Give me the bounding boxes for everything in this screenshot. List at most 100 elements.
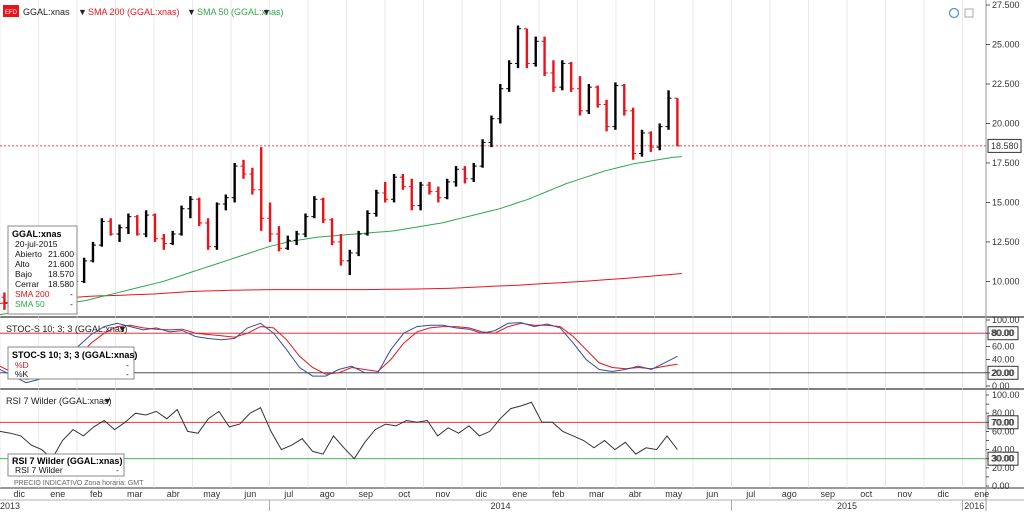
ohlc-bar — [453, 166, 460, 187]
ohlc-bar — [559, 60, 566, 91]
sma200-menu[interactable]: SMA 200 (GGAL:xnas) — [88, 7, 180, 17]
info-box: GGAL:xnas 20-jul-2015 Abierto 21.600 Alt… — [7, 225, 78, 315]
month-tick-label: mar — [127, 489, 143, 499]
month-tick-label: feb — [552, 489, 565, 499]
month-tick-label: abr — [629, 489, 642, 499]
year-label: 2013 — [0, 501, 20, 511]
info-close-label: Cerrar — [15, 279, 39, 289]
info-sma200-value: - — [70, 289, 73, 299]
ohlc-bar — [98, 218, 105, 247]
price-panel-frame — [0, 0, 986, 316]
month-tick-label: jun — [705, 489, 718, 499]
rsi-tick-label: 20.00 — [992, 463, 1015, 473]
ohlc-bar — [630, 107, 637, 160]
month-tick-label: feb — [90, 489, 103, 499]
ohlc-bar — [293, 230, 300, 246]
ohlc-bar — [488, 115, 495, 148]
ohlc-bar — [461, 166, 468, 184]
info-open-value: 21.600 — [48, 249, 74, 259]
price-tick-label: 17.500 — [992, 158, 1020, 168]
ohlc-bar — [320, 197, 327, 223]
rsi-tick-label: 0.00 — [992, 481, 1010, 491]
sma200-dropdown-icon[interactable]: ▼ — [187, 7, 196, 17]
rsi-menu[interactable]: RSI 7 Wilder (GGAL:xnas) — [6, 396, 112, 406]
ohlc-bar — [89, 241, 96, 263]
sma50-dropdown-icon[interactable]: ▼ — [262, 7, 271, 17]
month-tick-label: jul — [745, 489, 755, 499]
rsi-line-label: RSI 7 Wilder — [15, 465, 63, 475]
stoch-menu[interactable]: STOC-S 10; 3; 3 (GGAL:xnas) — [6, 324, 127, 334]
ohlc-bar — [169, 230, 176, 246]
ohlc-bar — [258, 147, 265, 231]
rsi-layer: 70.00 30.00 — [0, 401, 1019, 466]
info-title: GGAL:xnas — [12, 229, 62, 239]
last-price-tag — [987, 138, 1022, 153]
ohlc-bar — [603, 99, 610, 132]
symbol-menu[interactable]: GGAL:xnas — [23, 7, 70, 17]
ohlc-bar — [1, 292, 8, 310]
ohlc-bar — [541, 36, 548, 77]
rsi-tick-label: 60.00 — [992, 426, 1015, 436]
grid-layer — [0, 0, 963, 488]
ohlc-bar — [302, 213, 309, 238]
rsi-box: RSI 7 Wilder (GGAL:xnas) RSI 7 Wilder - — [7, 453, 125, 477]
ohlc-bar — [364, 210, 371, 236]
info-date: 20-jul-2015 — [15, 239, 58, 249]
ohlc-bar — [249, 167, 256, 195]
price-tick-label: 27.500 — [992, 0, 1020, 10]
ohlc-bar — [665, 90, 672, 130]
month-tick-label: oct — [860, 489, 873, 499]
rsi-dropdown-icon[interactable]: ▼ — [103, 396, 112, 406]
sma200-line — [0, 273, 682, 304]
ohlc-bar — [205, 218, 212, 250]
stoch-dropdown-icon[interactable]: ▼ — [118, 324, 127, 334]
ohlc-bar — [435, 186, 442, 203]
price-tick-label: 12.500 — [992, 237, 1020, 247]
month-tick-label: nov — [897, 489, 912, 499]
rsi-tick-label: 80.00 — [992, 408, 1015, 418]
refresh-icon[interactable] — [948, 7, 960, 19]
maximize-icon[interactable] — [964, 8, 974, 18]
ohlc-bar — [523, 28, 530, 69]
stoch-level-label: 80.00 — [991, 328, 1014, 338]
info-open-label: Abierto — [15, 249, 42, 259]
month-tick-label: dic — [937, 489, 949, 499]
ohlc-bar — [134, 215, 141, 236]
price-tick-label: 22.500 — [992, 79, 1020, 89]
ohlc-bar — [346, 249, 353, 276]
year-label: 2015 — [837, 501, 857, 511]
ohlc-bar — [638, 129, 645, 157]
month-tick-label: ene — [50, 489, 65, 499]
sma50-menu[interactable]: SMA 50 (GGAL:xnas) — [197, 7, 284, 17]
info-low-value: 18.570 — [48, 269, 74, 279]
ohlc-bar — [151, 213, 158, 242]
ohlc-bar — [125, 213, 132, 235]
month-tick-label: ago — [320, 489, 335, 499]
ohlc-bar — [444, 178, 451, 200]
ohlc-bar — [577, 76, 584, 116]
ohlc-bar — [399, 174, 406, 190]
rsi-tick-label: 70.00 — [992, 417, 1015, 427]
stoch-tick-label: 100.00 — [992, 315, 1020, 325]
ohlc-bar — [515, 25, 522, 69]
ohlc-bar — [674, 97, 681, 147]
rsi-line — [0, 401, 678, 460]
month-tick-label: dic — [475, 489, 487, 499]
ohlc-bar — [329, 218, 336, 246]
stoch-level-label: 20.00 — [991, 368, 1014, 378]
symbol-dropdown-icon[interactable]: ▼ — [78, 7, 87, 17]
month-tick-label: oct — [398, 489, 411, 499]
ohlc-bar — [81, 257, 88, 283]
ohlc-bar — [417, 181, 424, 211]
year-label: 2016 — [964, 501, 984, 511]
ohlc-bar — [107, 218, 114, 236]
ohlc-bar — [213, 202, 220, 250]
info-close-value: 18.580 — [48, 279, 74, 289]
month-tick-label: ago — [782, 489, 797, 499]
month-tick-label: sep — [358, 489, 373, 499]
ohlc-bar — [284, 235, 291, 250]
ohlc-bar — [240, 159, 247, 179]
